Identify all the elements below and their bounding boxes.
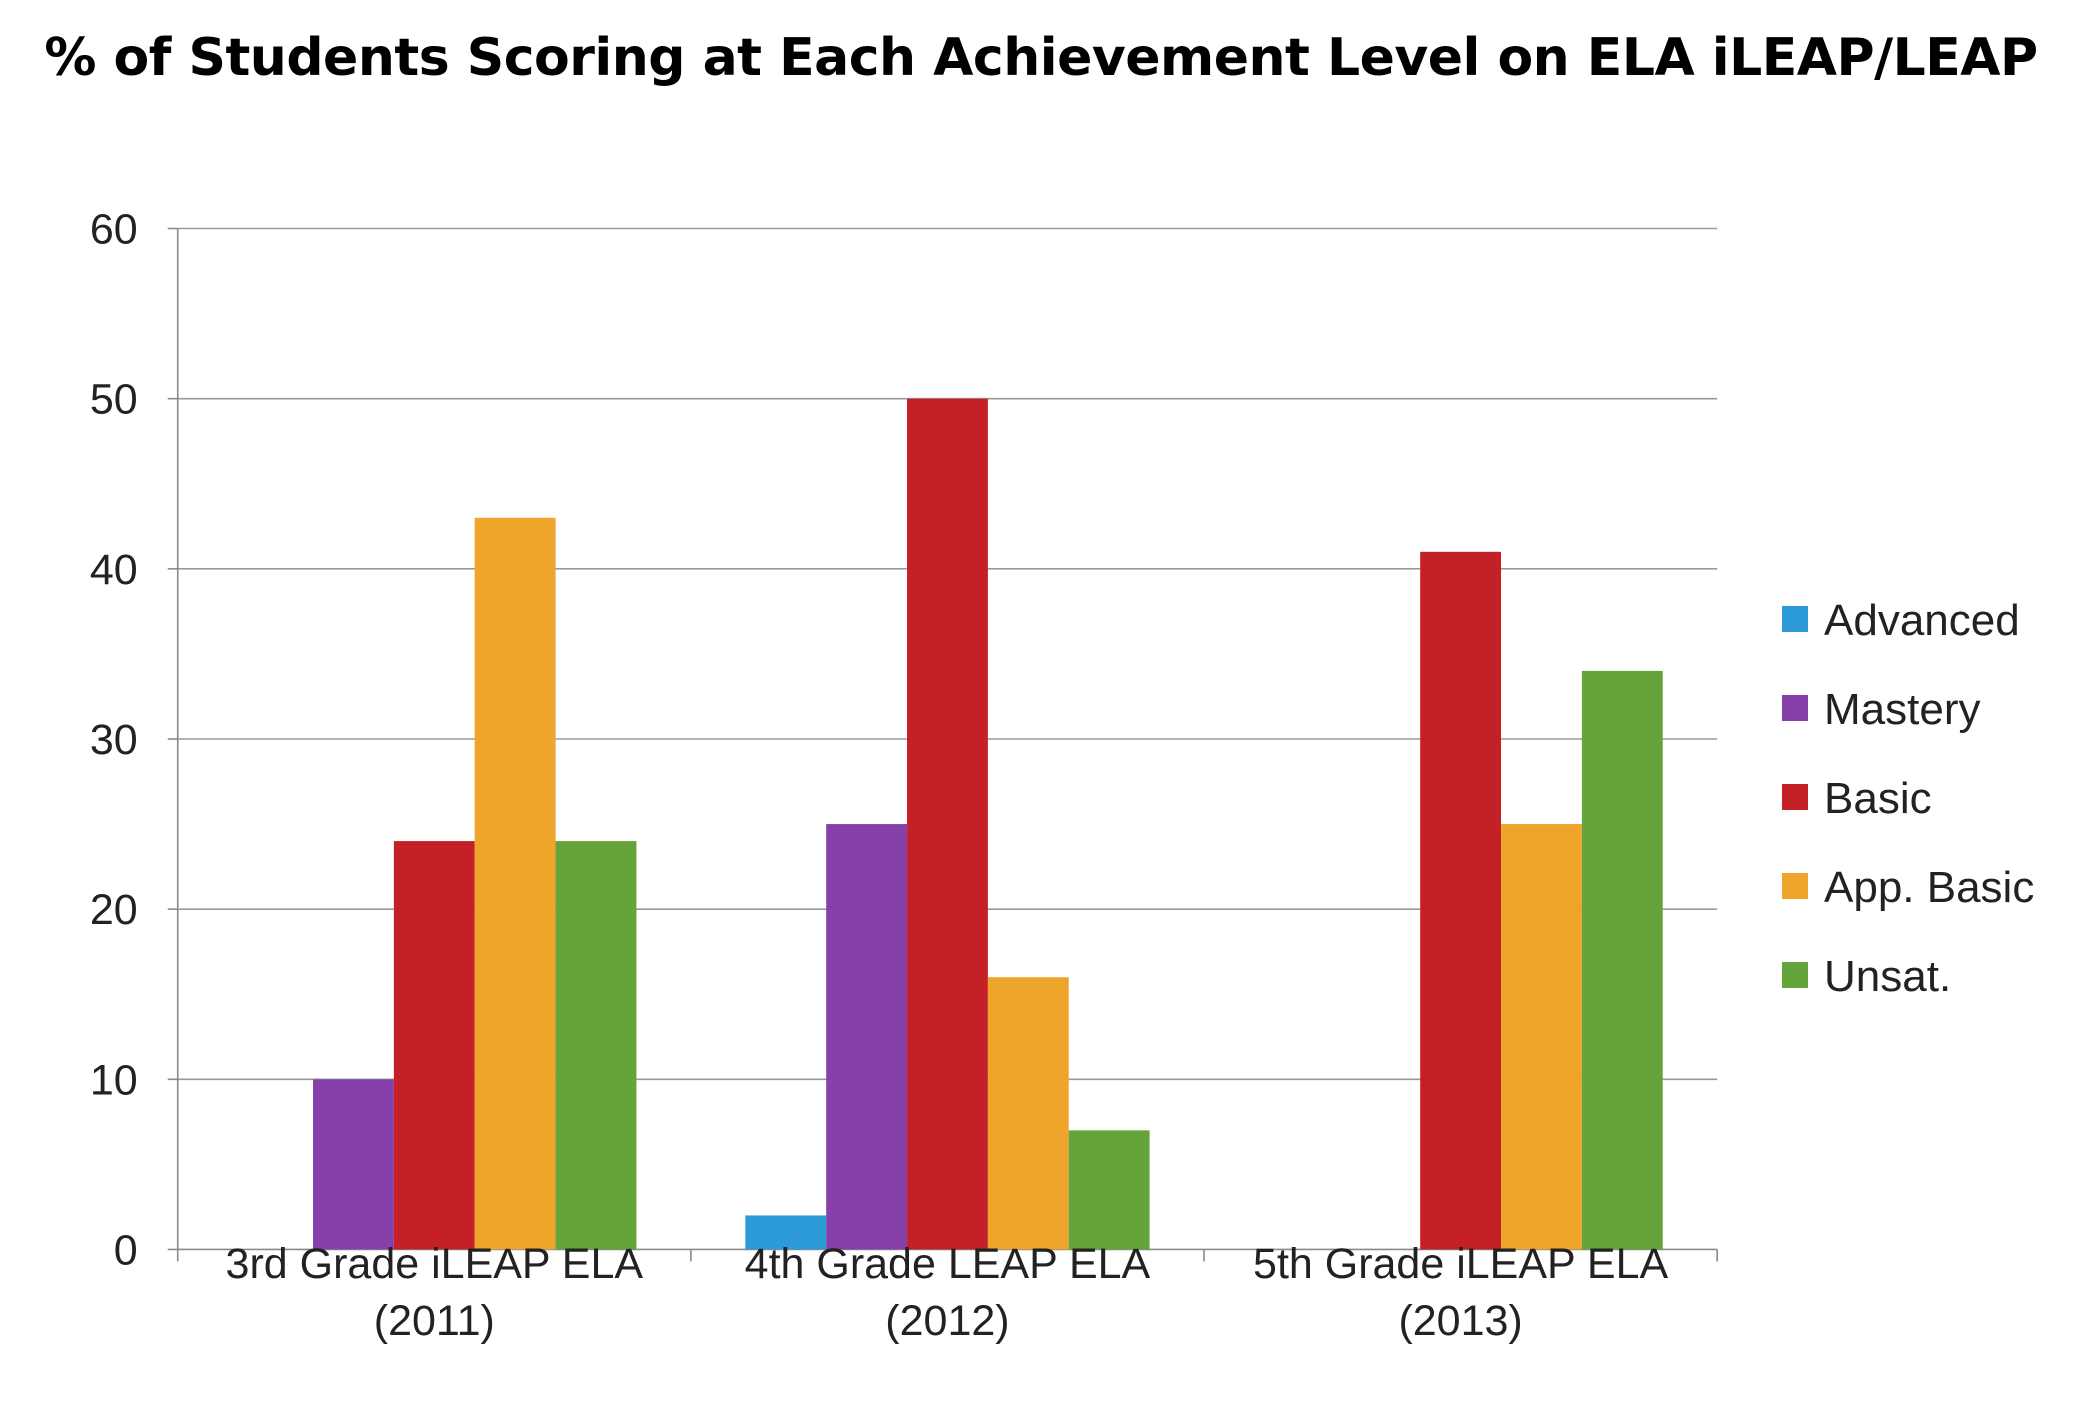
y-tick-label-10: 10 [90,1056,138,1104]
legend-label-unsat: Unsat. [1824,952,1951,1001]
y-tick-label-20: 20 [90,886,138,934]
chart-title: % of Students Scoring at Each Achievemen… [44,28,2038,88]
bar-mastery-cat-2 [826,824,908,1250]
bar-advanced-cat-2 [745,1215,827,1250]
bar-mastery-cat-1 [313,1079,394,1250]
bar-unsat-cat-1 [555,841,637,1250]
legend-swatch-app-basic [1782,873,1808,899]
legend-swatch-advanced [1782,606,1808,632]
legend-label-mastery: Mastery [1824,685,1980,734]
x-category-label-3-line-2: (2013) [1398,1297,1522,1345]
legend-swatch-mastery [1782,695,1808,721]
y-tick-label-50: 50 [90,376,138,424]
bar-basic-cat-1 [393,841,475,1250]
x-category-label-2-line-2: (2012) [885,1297,1009,1345]
legend-label-advanced: Advanced [1824,596,2020,645]
bar-unsat-cat-3 [1581,670,1663,1250]
x-category-label-2-line-1: 4th Grade LEAP ELA [745,1240,1151,1288]
x-category-label-1-line-2: (2011) [374,1297,495,1345]
legend: Advanced Mastery Basic App. Basic Unsat. [1782,596,2034,1001]
y-tick-label-0: 0 [114,1226,138,1274]
y-tick-label-40: 40 [90,546,138,594]
bar-app-basic-cat-3 [1501,824,1582,1250]
bar-unsat-cat-2 [1068,1130,1150,1250]
x-category-label-1-line-1: 3rd Grade iLEAP ELA [226,1240,644,1288]
legend-swatch-unsat [1782,962,1808,988]
axis-labels: 0 10 20 30 40 50 60 3rd Grade iLEAP ELA (2011) 4t… [90,206,1669,1345]
legend-label-basic: Basic [1824,774,1932,823]
bar-app-basic-cat-2 [987,977,1069,1250]
legend-swatch-basic [1782,784,1808,810]
x-category-label-3-line-1: 5th Grade iLEAP ELA [1253,1240,1668,1288]
bar-basic-cat-3 [1420,551,1502,1250]
y-tick-label-60: 60 [90,206,138,254]
bar-basic-cat-2 [907,398,988,1250]
bar-app-basic-cat-1 [474,517,556,1250]
y-tick-label-30: 30 [90,716,138,764]
legend-label-app-basic: App. Basic [1824,863,2034,912]
bars [313,398,1663,1250]
